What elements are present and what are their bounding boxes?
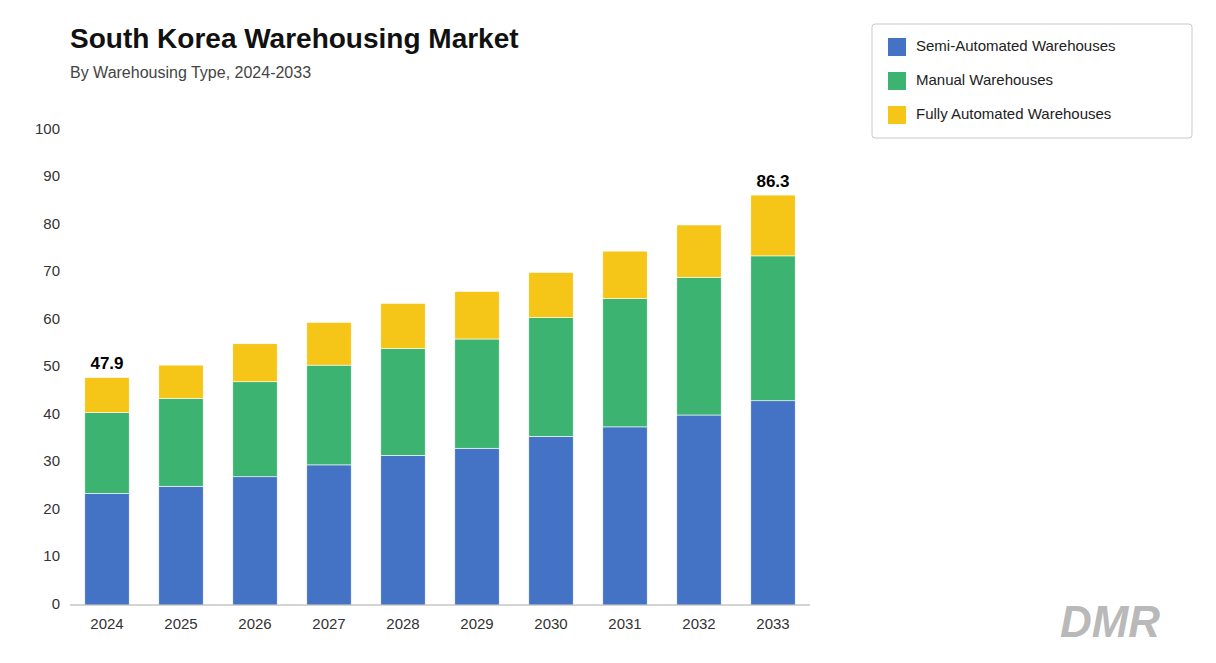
bar [455, 339, 499, 448]
bar [233, 344, 277, 382]
x-tick-label: 2028 [386, 615, 419, 632]
y-tick-label: 70 [43, 262, 60, 279]
x-tick-label: 2026 [238, 615, 271, 632]
bar [381, 303, 425, 348]
x-tick-label: 2029 [460, 615, 493, 632]
y-axis: 0 10 20 30 40 50 60 70 80 90 100 [35, 120, 60, 612]
bar [85, 413, 129, 494]
chart: South Korea Warehousing Market By Warehou… [0, 0, 1216, 663]
bar [529, 318, 573, 437]
bar [381, 455, 425, 605]
y-tick-label: 100 [35, 120, 60, 137]
x-axis: 2024 2025 2026 2027 2028 2029 2030 2031 2032 2033 [90, 615, 789, 632]
x-tick-label: 2031 [608, 615, 641, 632]
legend: Semi-Automated Warehouses Manual Warehous… [872, 24, 1192, 138]
legend-swatch [888, 72, 906, 90]
y-tick-label: 90 [43, 167, 60, 184]
bar [529, 436, 573, 605]
legend-label: Fully Automated Warehouses [916, 105, 1111, 122]
bar [677, 277, 721, 415]
bars [85, 195, 795, 605]
legend-swatch [888, 106, 906, 124]
y-tick-label: 10 [43, 547, 60, 564]
bar [603, 251, 647, 299]
x-tick-label: 2025 [164, 615, 197, 632]
bar [307, 365, 351, 465]
x-tick-label: 2027 [312, 615, 345, 632]
annotations: 47.9 86.3 [90, 172, 789, 373]
bar [751, 195, 795, 256]
y-tick-label: 80 [43, 215, 60, 232]
bar [307, 465, 351, 605]
legend-label: Manual Warehouses [916, 71, 1053, 88]
bar [455, 448, 499, 605]
bar [233, 477, 277, 605]
legend-frame [872, 24, 1192, 138]
bar [455, 292, 499, 340]
bar [603, 427, 647, 605]
series [85, 256, 795, 494]
watermark: DMR [1060, 597, 1160, 646]
bar [529, 273, 573, 318]
bar [603, 299, 647, 427]
bar [159, 486, 203, 605]
series [85, 195, 795, 413]
bar [751, 401, 795, 605]
legend-label: Semi-Automated Warehouses [916, 37, 1116, 54]
y-tick-label: 60 [43, 310, 60, 327]
x-tick-label: 2024 [90, 615, 123, 632]
annotation: 86.3 [756, 172, 789, 191]
bar [677, 225, 721, 277]
annotation: 47.9 [90, 354, 123, 373]
y-tick-label: 40 [43, 405, 60, 422]
x-axis-line [70, 605, 810, 606]
y-tick-label: 30 [43, 452, 60, 469]
y-tick-label: 50 [43, 357, 60, 374]
title: South Korea Warehousing Market [70, 23, 519, 54]
bar [159, 365, 203, 398]
bar [233, 382, 277, 477]
bar [751, 256, 795, 401]
bar [159, 398, 203, 486]
y-tick-label: 20 [43, 500, 60, 517]
legend-swatch [888, 38, 906, 56]
x-tick-label: 2032 [682, 615, 715, 632]
y-tick-label: 0 [52, 595, 60, 612]
subtitle: By Warehousing Type, 2024-2033 [70, 64, 311, 81]
x-tick-label: 2033 [756, 615, 789, 632]
bar [307, 322, 351, 365]
x-tick-label: 2030 [534, 615, 567, 632]
bar [85, 377, 129, 412]
bar [85, 493, 129, 605]
bar [677, 415, 721, 605]
bar [381, 349, 425, 456]
